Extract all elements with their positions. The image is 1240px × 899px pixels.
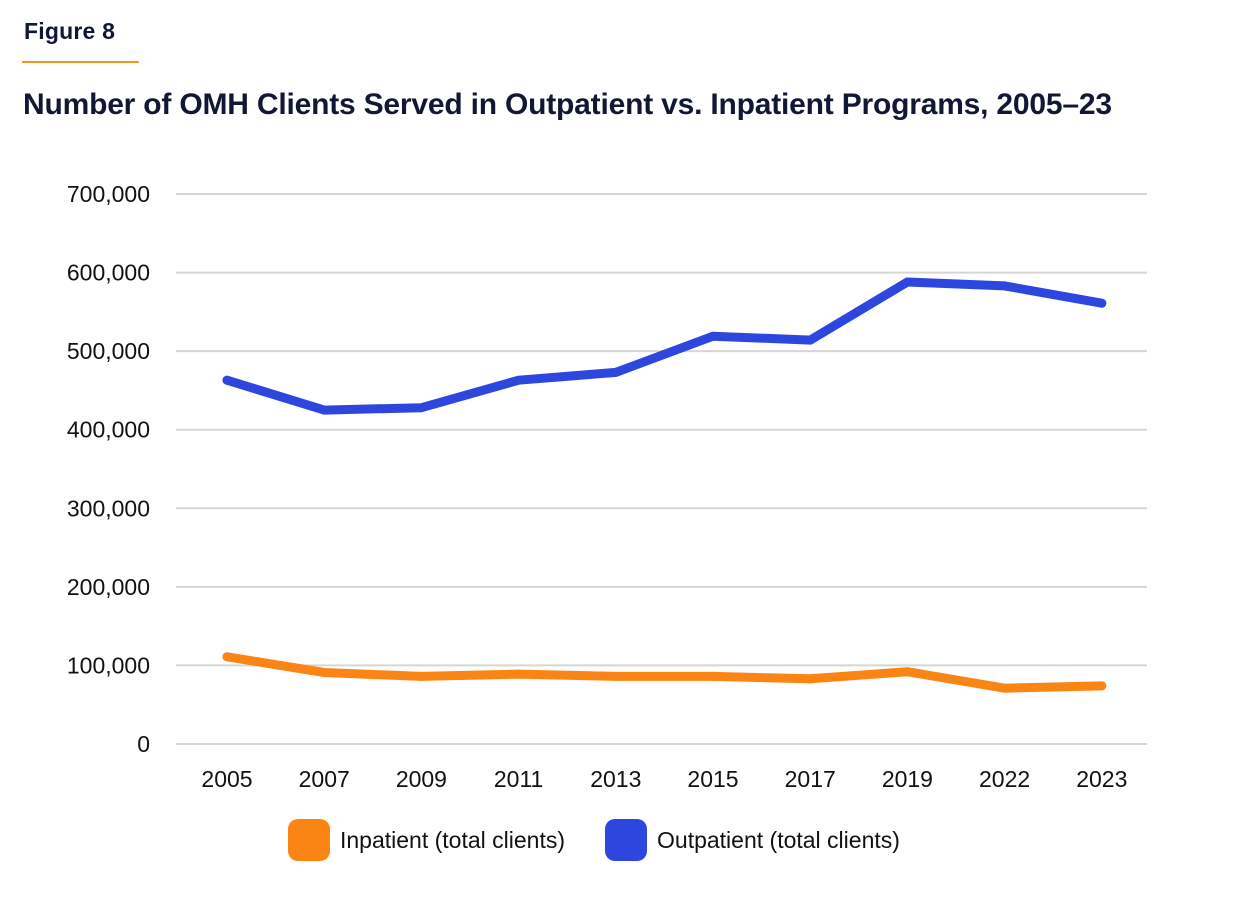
x-tick-label: 2007 bbox=[299, 766, 350, 792]
inpatient-point-2022 bbox=[1000, 683, 1010, 693]
x-tick-label: 2017 bbox=[785, 766, 836, 792]
outpatient-point-2013 bbox=[611, 367, 621, 377]
legend-label-inpatient: Inpatient (total clients) bbox=[340, 826, 566, 853]
outpatient-point-2017 bbox=[805, 335, 815, 345]
x-tick-label: 2005 bbox=[201, 766, 252, 792]
inpatient-point-2023 bbox=[1097, 681, 1107, 691]
grid-lines bbox=[176, 193, 1147, 745]
y-tick-label: 700,000 bbox=[67, 181, 150, 207]
outpatient-point-2019 bbox=[902, 277, 912, 287]
chart-title: Number of OMH Clients Served in Outpatie… bbox=[23, 88, 1112, 121]
inpatient-point-2011 bbox=[514, 669, 524, 679]
legend-label-outpatient: Outpatient (total clients) bbox=[657, 826, 900, 853]
legend: Inpatient (total clients) Outpatient (to… bbox=[288, 819, 940, 861]
y-tick-label: 400,000 bbox=[67, 417, 150, 443]
outpatient-point-2023 bbox=[1097, 298, 1107, 308]
inpatient-point-2009 bbox=[416, 671, 426, 681]
series-line-inpatient bbox=[222, 652, 1107, 693]
outpatient-point-2015 bbox=[708, 331, 718, 341]
x-tick-label: 2009 bbox=[396, 766, 447, 792]
x-tick-label: 2015 bbox=[687, 766, 738, 792]
legend-swatch-inpatient bbox=[288, 819, 330, 861]
x-tick-label: 2022 bbox=[979, 766, 1030, 792]
outpatient-point-2022 bbox=[1000, 281, 1010, 291]
inpatient-point-2013 bbox=[611, 671, 621, 681]
inpatient-point-2015 bbox=[708, 671, 718, 681]
x-tick-label: 2013 bbox=[590, 766, 641, 792]
inpatient-point-2017 bbox=[805, 674, 815, 684]
legend-item-inpatient: Inpatient (total clients) bbox=[288, 819, 565, 861]
inpatient-point-2019 bbox=[902, 667, 912, 677]
figure-label: Figure 8 bbox=[24, 18, 116, 44]
outpatient-point-2011 bbox=[514, 375, 524, 385]
y-tick-label: 300,000 bbox=[67, 495, 150, 521]
series-lines bbox=[222, 277, 1107, 693]
x-tick-label: 2011 bbox=[494, 766, 543, 792]
x-tick-label: 2023 bbox=[1076, 766, 1127, 792]
outpatient-point-2007 bbox=[319, 405, 329, 415]
y-tick-label: 100,000 bbox=[67, 652, 150, 678]
legend-item-outpatient: Outpatient (total clients) bbox=[605, 819, 900, 861]
series-line-outpatient bbox=[222, 277, 1107, 415]
y-axis-ticks: 0 100,000 200,000 300,000 400,000 500,000 600,… bbox=[67, 181, 150, 757]
y-tick-label: 500,000 bbox=[67, 338, 150, 364]
legend-swatch-outpatient bbox=[605, 819, 648, 861]
y-tick-label: 600,000 bbox=[67, 260, 150, 286]
inpatient-point-2007 bbox=[319, 668, 329, 677]
y-tick-label: 0 bbox=[137, 731, 150, 757]
y-tick-label: 200,000 bbox=[67, 574, 150, 600]
outpatient-point-2005 bbox=[222, 375, 232, 385]
x-tick-label: 2019 bbox=[882, 766, 933, 792]
inpatient-point-2005 bbox=[222, 652, 232, 662]
figure-label-rule bbox=[22, 61, 139, 63]
outpatient-point-2009 bbox=[416, 403, 426, 413]
x-axis-ticks: 2005 2007 2009 2011 2013 2015 2017 2019 2022 2023 bbox=[201, 766, 1127, 792]
